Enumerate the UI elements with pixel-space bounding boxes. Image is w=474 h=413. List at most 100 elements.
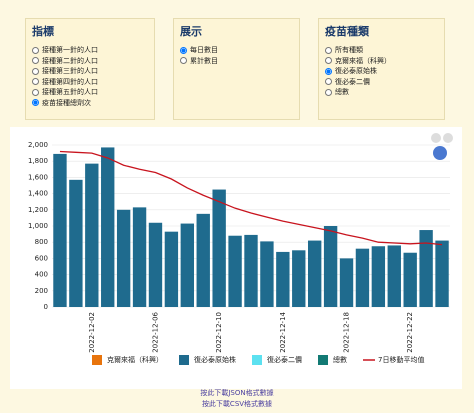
y-tick-label: 1,200 (28, 206, 48, 214)
y-tick-label: 1,600 (28, 173, 48, 181)
bar (228, 235, 242, 307)
option[interactable]: 接種第二針的人口 (32, 56, 148, 67)
option-label: 疫苗接種總劑次 (42, 98, 91, 107)
option-label: 復必泰原始株 (335, 67, 377, 76)
y-tick-label: 0 (44, 303, 48, 311)
x-tick-label: 2022-12-06 (151, 311, 159, 352)
json-link[interactable]: 按此下載JSON格式數據 (200, 389, 274, 397)
legend-label: 克爾來福（科興） (107, 355, 163, 364)
x-tick-label: 2022-12-02 (88, 312, 96, 353)
radio[interactable] (32, 57, 39, 65)
y-tick-label: 400 (35, 271, 48, 279)
y-tick-label: 200 (35, 287, 48, 295)
bar (292, 250, 306, 307)
option-label: 接種第二針的人口 (42, 56, 98, 65)
y-tick-label: 2,000 (28, 141, 48, 149)
radio[interactable] (32, 67, 39, 75)
bar (116, 209, 131, 307)
option-label: 所有種類 (335, 46, 363, 55)
legend-label: 復必泰原始株 (194, 355, 236, 364)
x-tick-label: 2022-12-10 (215, 312, 223, 353)
average-line (59, 150, 443, 246)
option[interactable]: 累計數目 (180, 56, 293, 67)
bar (260, 241, 274, 307)
bar (101, 147, 115, 307)
option-label: 復必泰二價 (335, 77, 370, 86)
radio[interactable] (325, 46, 332, 54)
bar (132, 207, 147, 307)
radio[interactable] (32, 78, 39, 86)
radio[interactable] (32, 88, 39, 96)
radio[interactable] (325, 67, 332, 75)
bar (164, 231, 179, 307)
option-label: 克爾來福（科興） (335, 56, 391, 65)
bar (244, 234, 258, 307)
radio[interactable] (180, 46, 187, 54)
radio[interactable] (325, 57, 332, 65)
bar (307, 240, 322, 307)
option[interactable]: 復必泰二價 (325, 77, 438, 88)
control-group: 展示每日數目 累計數目 (173, 18, 300, 120)
bar (323, 226, 338, 307)
control-group: 疫苗種類所有種類 克爾來福（科興） 復必泰原始株 復必泰二價總數 (318, 18, 445, 120)
legend-swatch (179, 355, 189, 365)
legend-swatch (92, 355, 102, 365)
bar (276, 251, 290, 307)
bar (85, 163, 99, 307)
bar (419, 230, 433, 307)
menu-button[interactable] (433, 146, 447, 160)
legend-swatch (318, 355, 328, 365)
radio[interactable] (325, 78, 332, 86)
group-title: 展示 (180, 25, 202, 38)
radio[interactable] (180, 57, 187, 65)
option[interactable]: 所有種類 (325, 45, 438, 56)
option[interactable]: 接種第一針的人口 (32, 45, 148, 56)
option[interactable]: 接種第五針的人口 (32, 87, 148, 98)
bar (435, 240, 449, 307)
control-group: 指標接種第一針的人口 接種第二針的人口 接種第三針的人口 接種第四針的人口 接種第五針的… (25, 18, 155, 120)
bar (148, 222, 163, 307)
option[interactable]: 接種第三針的人口 (32, 66, 148, 77)
option-label: 接種第一針的人口 (42, 46, 98, 55)
zoom-button[interactable] (443, 133, 453, 143)
option-label: 接種第三針的人口 (42, 67, 98, 76)
option[interactable]: 每日數目 (180, 45, 293, 56)
radio[interactable] (325, 88, 332, 96)
bar (196, 213, 210, 307)
bar (339, 258, 354, 307)
legend-swatch (252, 355, 262, 365)
option-label: 累計數目 (190, 56, 218, 65)
group-title: 指標 (32, 25, 54, 38)
legend-label: 7日移動平均值 (378, 355, 424, 364)
bar (403, 252, 417, 307)
radio[interactable] (32, 46, 39, 54)
option-label: 每日數目 (190, 46, 218, 55)
option[interactable]: 接種第四針的人口 (32, 77, 148, 88)
csv-link[interactable]: 按此下載CSV格式數據 (201, 400, 273, 408)
bar (212, 189, 226, 307)
option-label: 總數 (335, 88, 349, 97)
bar (180, 223, 195, 307)
zoom-button[interactable] (431, 133, 441, 143)
bar (387, 245, 401, 307)
option-label: 接種第五針的人口 (42, 88, 98, 97)
option[interactable]: 復必泰原始株 (325, 66, 438, 77)
legend-label: 總數 (333, 355, 347, 364)
legend-label: 復必泰二價 (267, 355, 302, 364)
y-tick-label: 800 (35, 238, 48, 246)
group-title: 疫苗種類 (325, 25, 369, 38)
x-tick-label: 2022-12-14 (279, 311, 287, 352)
bar (355, 248, 370, 307)
radio[interactable] (32, 99, 39, 107)
y-tick-label: 1,400 (28, 190, 48, 198)
y-tick-label: 1,800 (28, 157, 48, 165)
x-tick-label: 2022-12-18 (343, 312, 351, 353)
bar (69, 179, 83, 307)
y-tick-label: 1,000 (28, 222, 48, 230)
option[interactable]: 總數 (325, 87, 438, 98)
y-tick-label: 600 (35, 254, 48, 262)
x-tick-label: 2022-12-22 (406, 312, 414, 353)
option[interactable]: 疫苗接種總劑次 (32, 98, 148, 109)
bar (371, 246, 386, 307)
option[interactable]: 克爾來福（科興） (325, 56, 438, 67)
